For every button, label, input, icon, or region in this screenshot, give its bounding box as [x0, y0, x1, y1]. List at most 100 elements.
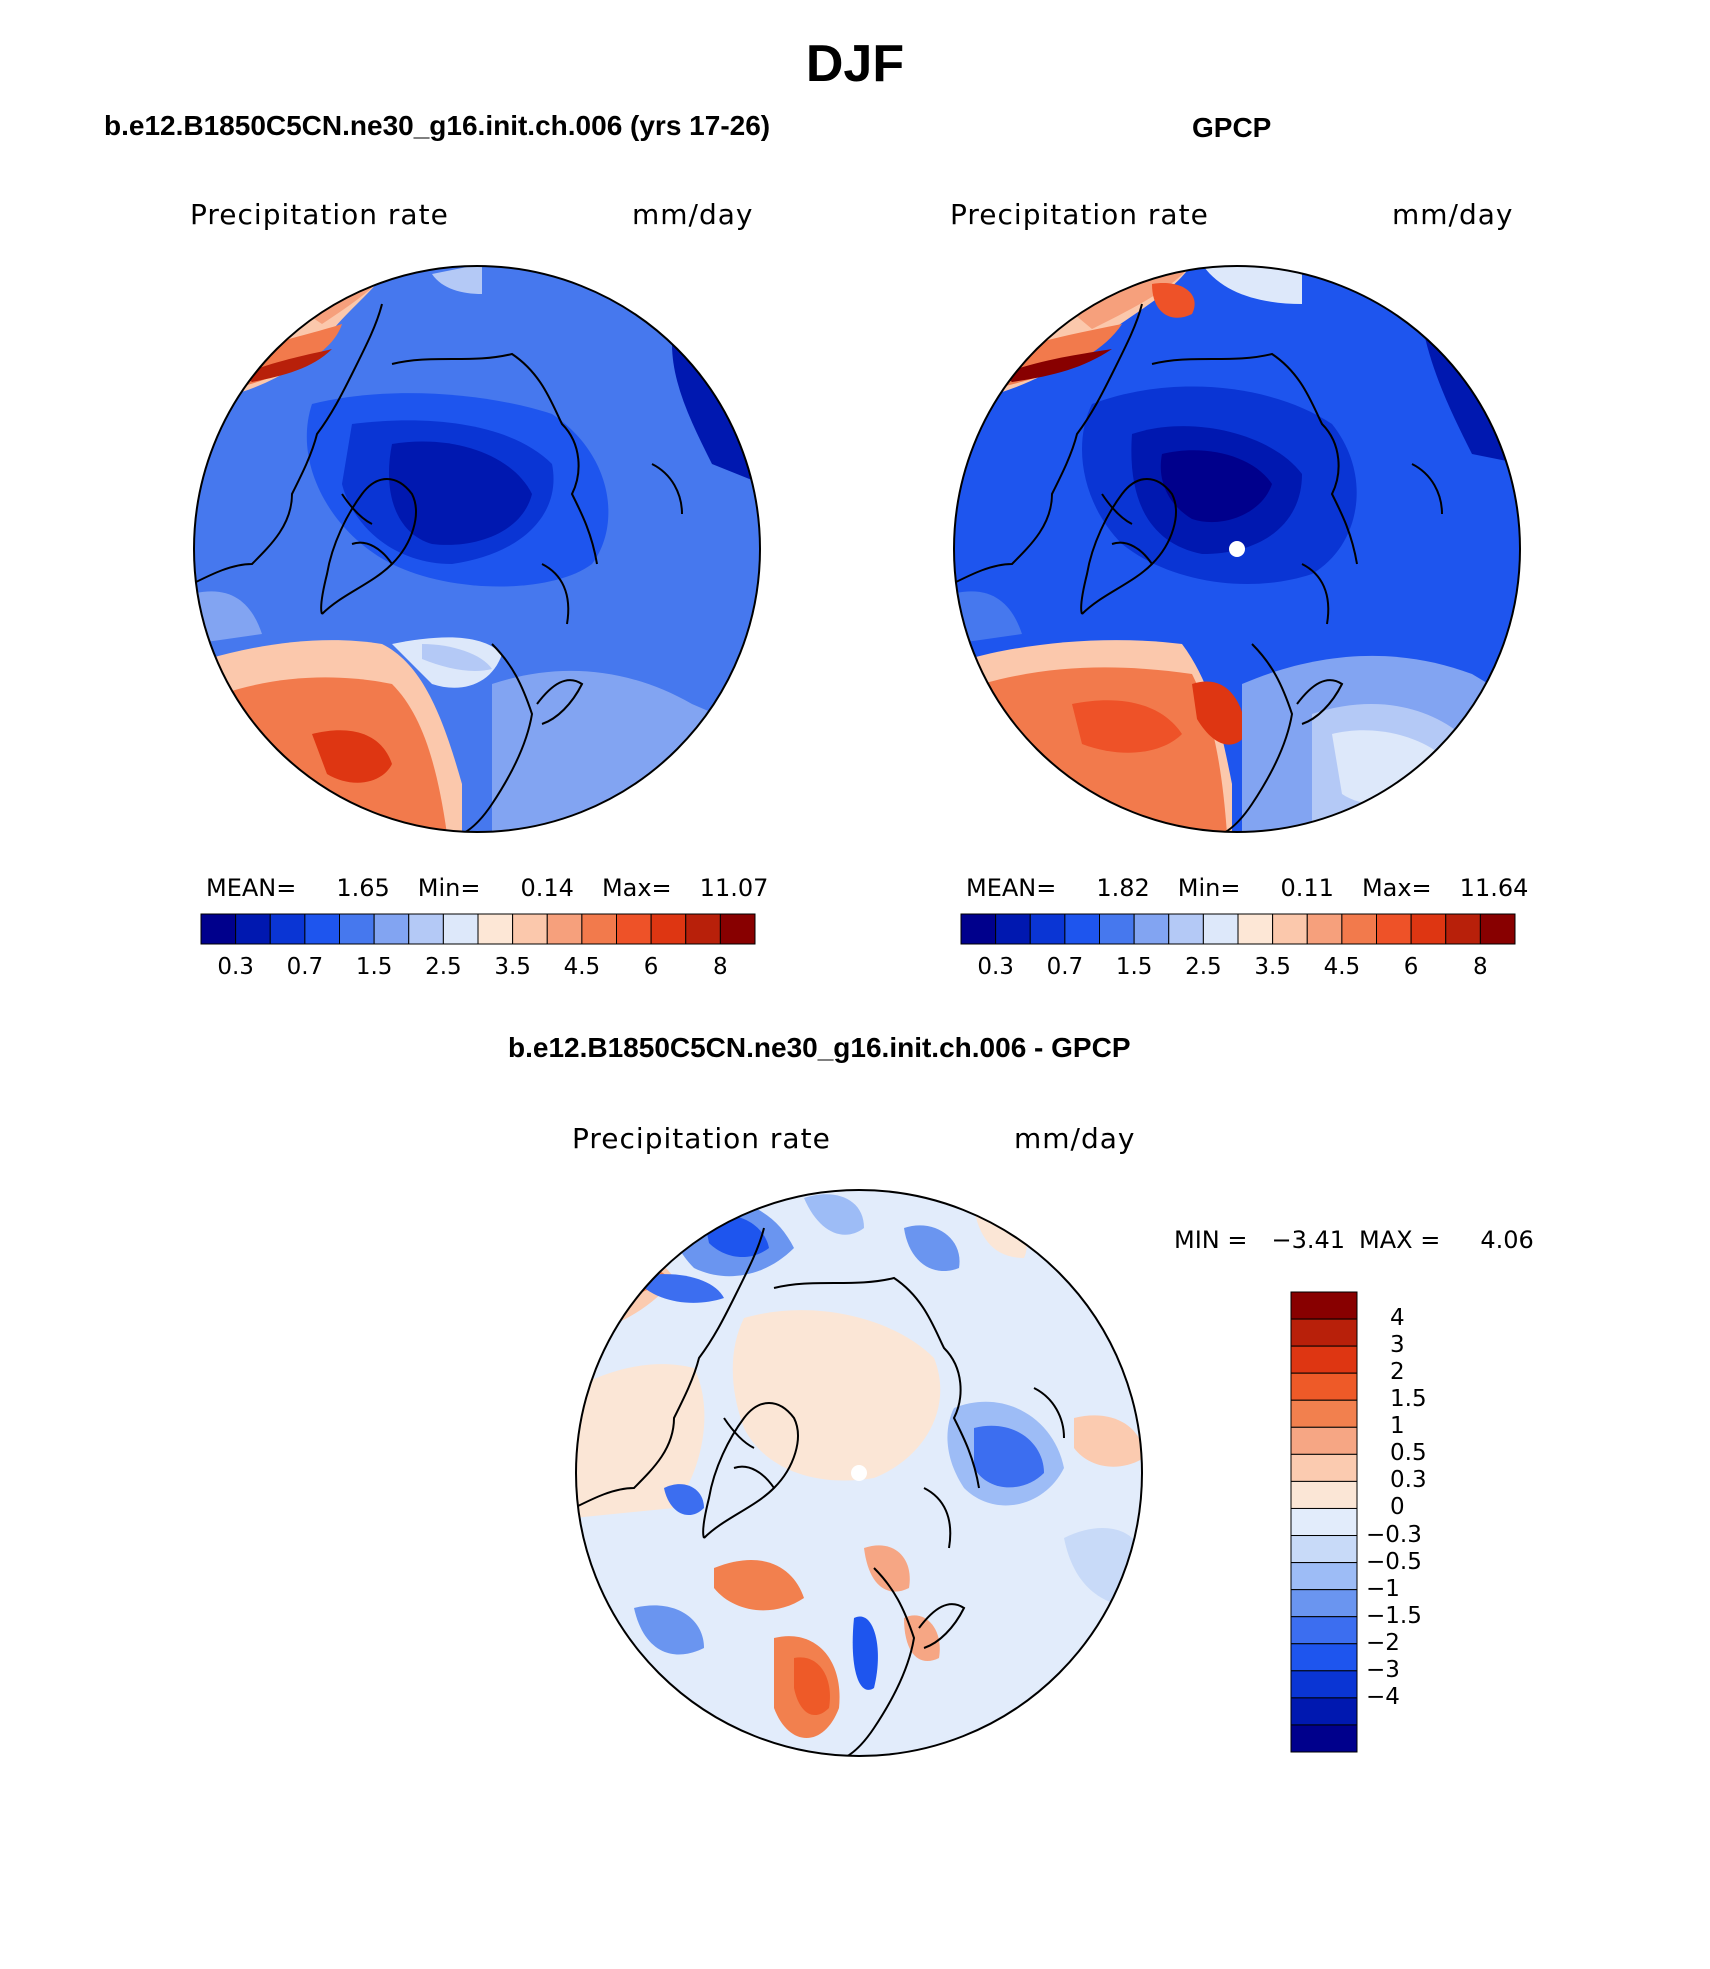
- colorbar-swatch: [408, 913, 444, 945]
- panel2-min-label: Min=: [1177, 874, 1241, 902]
- colorbar-swatch: [1133, 913, 1170, 945]
- colorbar-tick-label: −0.5: [1366, 1548, 1422, 1575]
- colorbar-tick-label: 0.3: [1390, 1467, 1427, 1494]
- panel3-units-label: mm/day: [1014, 1122, 1136, 1155]
- colorbar-tick-label: 1.5: [355, 954, 393, 980]
- colorbar-tick-label: −3: [1366, 1656, 1400, 1683]
- panel2-mean-value: 1.82: [1096, 874, 1150, 902]
- colorbar-swatch: [1290, 1318, 1358, 1347]
- map3-coastline-greenland: [702, 1402, 799, 1539]
- panel3-variable-label: Precipitation rate: [572, 1122, 831, 1155]
- colorbar-swatch: [269, 913, 306, 945]
- colorbar-tick-label: 4.5: [563, 954, 601, 980]
- panel1-variable-label: Precipitation rate: [190, 198, 449, 231]
- colorbar-swatch: [650, 913, 687, 945]
- colorbar-swatch: [1290, 1372, 1358, 1401]
- panel3-max-label: MAX =: [1359, 1226, 1441, 1254]
- colorbar-swatch: [616, 913, 652, 945]
- colorbar-swatch: [1290, 1399, 1358, 1428]
- colorbar-swatch: [1202, 913, 1239, 945]
- colorbar-swatch: [1290, 1697, 1358, 1726]
- colorbar-swatch: [1237, 913, 1274, 945]
- colorbar-swatch: [1290, 1724, 1358, 1753]
- colorbar-swatch: [1290, 1670, 1358, 1699]
- colorbar-swatch: [1341, 913, 1377, 945]
- panel3-stats: MIN = −3.41 MAX = 4.06: [1174, 1226, 1534, 1254]
- panel1-colorbar-labels: 0.3 0.7 1.5 2.5 3.5 4.5 6 8: [201, 954, 755, 984]
- colorbar-tick-label: 0.3: [977, 954, 1014, 980]
- colorbar-tick-label: −1: [1366, 1575, 1400, 1602]
- colorbar-swatch: [1306, 913, 1343, 945]
- colorbar-swatch: [1410, 913, 1447, 945]
- map3-coastline-scandinavia: [918, 1603, 966, 1649]
- map1-coastline-north-america: [194, 303, 383, 585]
- map3-pole-hole: [851, 1465, 867, 1481]
- colorbar-tick-label: 0: [1390, 1494, 1405, 1521]
- colorbar-swatch: [1290, 1291, 1358, 1320]
- map3-coastline-siberia: [773, 1276, 980, 1489]
- colorbar-tick-label: 3: [1390, 1332, 1405, 1359]
- panel3-polar-map: [575, 1189, 1143, 1757]
- colorbar-swatch: [477, 913, 514, 945]
- map3-coastline-north-america: [576, 1227, 765, 1509]
- colorbar-swatch: [1290, 1589, 1358, 1618]
- colorbar-swatch: [442, 913, 479, 945]
- panel3-min-label: MIN =: [1174, 1226, 1248, 1254]
- panel1-stats: MEAN= 1.65 Min= 0.14 Max= 11.07: [206, 874, 768, 902]
- colorbar-swatch: [1290, 1426, 1358, 1455]
- colorbar-swatch: [235, 913, 271, 945]
- colorbar-tick-label: 8: [1473, 954, 1488, 980]
- colorbar-tick-label: 0.7: [286, 954, 324, 980]
- map1-coastline-scandinavia: [536, 679, 584, 725]
- map1-coastline-greenland: [320, 478, 417, 615]
- colorbar-swatch: [960, 913, 997, 945]
- colorbar-swatch: [200, 913, 237, 945]
- panel2-title: GPCP: [1192, 112, 1272, 143]
- colorbar-tick-label: 3.5: [1254, 954, 1291, 980]
- map2-coastline-eurasia: [1221, 643, 1294, 832]
- colorbar-tick-label: 6: [643, 954, 659, 980]
- colorbar-swatch: [1479, 913, 1516, 945]
- panel2-units-label: mm/day: [1392, 198, 1514, 231]
- colorbar-swatch: [304, 913, 340, 945]
- panel1-max-value: 11.07: [699, 874, 769, 902]
- colorbar-swatch: [1290, 1453, 1358, 1482]
- colorbar-swatch: [685, 913, 721, 945]
- panel3-colorbar: [1290, 1291, 1358, 1753]
- colorbar-swatch: [1099, 913, 1135, 945]
- map2-coastline-greenland: [1080, 478, 1177, 615]
- colorbar-swatch: [1290, 1480, 1358, 1509]
- map2-coastline-siberia: [1151, 352, 1358, 565]
- panel3-colorbar-labels: 4 3 2 1.5 1 0.5 0.3 0 −0.3 −0.5 −1 −1.5 −2 −3 −4: [1366, 1292, 1486, 1752]
- panel3-max-value: 4.06: [1480, 1226, 1534, 1254]
- panel1-units-label: mm/day: [632, 198, 754, 231]
- colorbar-tick-label: 2.5: [1185, 954, 1222, 980]
- panel1-colorbar: [200, 913, 756, 945]
- colorbar-swatch: [339, 913, 375, 945]
- panel2-min-value: 0.11: [1280, 874, 1334, 902]
- colorbar-tick-label: 6: [1403, 954, 1419, 980]
- panel2-max-label: Max=: [1361, 874, 1432, 902]
- colorbar-swatch: [1290, 1616, 1358, 1645]
- map2-pole-hole: [1229, 541, 1245, 557]
- map1-coastline-siberia: [391, 352, 598, 565]
- panel1-polar-map: [193, 265, 761, 833]
- panel1-mean-value: 1.65: [336, 874, 390, 902]
- colorbar-tick-label: 8: [713, 954, 728, 980]
- panel1-max-label: Max=: [601, 874, 672, 902]
- panel3-min-value: −3.41: [1271, 1226, 1346, 1254]
- colorbar-swatch: [719, 913, 756, 945]
- colorbar-tick-label: 4: [1390, 1305, 1405, 1332]
- colorbar-tick-label: 2: [1390, 1359, 1405, 1386]
- colorbar-swatch: [1168, 913, 1204, 945]
- colorbar-swatch: [1290, 1345, 1358, 1374]
- colorbar-swatch: [1290, 1535, 1358, 1564]
- panel2-colorbar-labels: 0.3 0.7 1.5 2.5 3.5 4.5 6 8: [961, 954, 1515, 984]
- colorbar-swatch: [581, 913, 617, 945]
- colorbar-tick-label: 1.5: [1115, 954, 1153, 980]
- panel1-mean-label: MEAN=: [206, 874, 297, 902]
- colorbar-tick-label: −2: [1366, 1629, 1400, 1656]
- colorbar-tick-label: 3.5: [494, 954, 531, 980]
- colorbar-swatch: [995, 913, 1031, 945]
- panel1-min-value: 0.14: [520, 874, 574, 902]
